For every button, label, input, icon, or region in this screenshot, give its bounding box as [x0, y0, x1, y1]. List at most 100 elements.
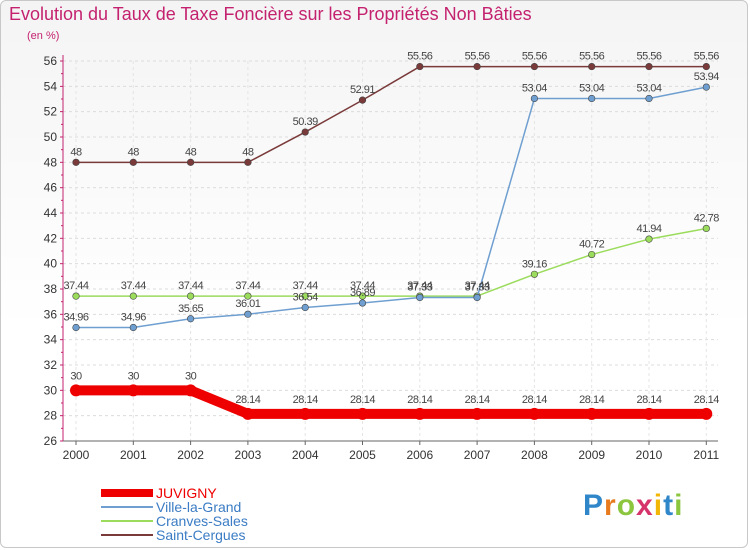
data-label: 50.39	[293, 116, 318, 128]
x-tick-label: 2006	[406, 448, 433, 462]
y-tick-label: 26	[44, 434, 58, 448]
data-point	[241, 407, 254, 420]
data-point	[129, 323, 137, 332]
data-label: 28.14	[293, 394, 318, 406]
data-label: 52.91	[350, 84, 375, 96]
data-point	[70, 384, 82, 397]
data-label: 37.44	[121, 280, 146, 292]
series-line-saint-cergues	[75, 65, 708, 164]
data-point	[645, 94, 653, 103]
legend: JUVIGNY Ville-la-Grand Cranves-Sales Sai…	[101, 486, 248, 542]
data-label: 30	[70, 370, 82, 382]
data-label: 55.56	[694, 51, 719, 63]
data-label: 53.04	[522, 82, 547, 94]
data-label: 37.44	[63, 280, 88, 292]
x-tick-label: 2003	[235, 448, 262, 462]
data-label: 28.14	[636, 394, 661, 406]
data-label: 36.01	[235, 298, 260, 310]
series-line-ville-la-grand	[75, 86, 708, 329]
legend-swatch-cranves-sales	[101, 520, 153, 522]
data-point	[530, 62, 539, 71]
data-point	[129, 292, 137, 300]
data-label: 28.14	[579, 394, 604, 406]
proxiti-logo: Proxiti	[583, 489, 683, 523]
data-point	[301, 292, 309, 300]
data-point	[187, 158, 195, 166]
data-point	[187, 315, 195, 323]
legend-label-juvigny: JUVIGNY	[156, 485, 217, 501]
x-tick-label: 2000	[63, 448, 90, 462]
logo-letter: t	[663, 489, 675, 522]
data-label: 28.14	[694, 394, 719, 406]
series-line-juvigny	[71, 385, 712, 419]
y-tick-label: 52	[44, 105, 58, 119]
data-point	[72, 158, 80, 166]
legend-item-cranves-sales: Cranves-Sales	[101, 514, 248, 528]
legend-swatch-ville-la-grand	[101, 506, 153, 508]
y-tick-label: 48	[44, 155, 58, 169]
data-point	[588, 250, 596, 259]
data-label: 30	[128, 370, 140, 382]
x-tick-label: 2002	[177, 448, 204, 462]
line-chart: 26 28 30 32 34 36 38 40 42 44 46 48 50 52 54 56 2000 2001…	[44, 51, 720, 462]
data-label: 36.54	[293, 291, 318, 303]
data-point	[358, 292, 367, 300]
data-point	[645, 235, 653, 243]
data-label: 39.16	[522, 258, 547, 270]
y-tick-label: 40	[44, 257, 58, 271]
data-point	[72, 292, 80, 300]
legend-label-ville-la-grand: Ville-la-Grand	[156, 499, 242, 515]
data-label: 41.94	[636, 223, 661, 235]
x-tick-label: 2004	[292, 448, 319, 462]
y-tick-label: 50	[44, 130, 58, 144]
data-label: 48	[242, 146, 254, 158]
data-point	[702, 83, 710, 91]
data-point	[129, 158, 137, 166]
x-tick-label: 2001	[120, 448, 147, 462]
y-tick-label: 56	[44, 54, 58, 68]
y-tick-label: 34	[44, 333, 58, 347]
data-point	[358, 299, 367, 307]
data-point	[244, 292, 252, 300]
chart-title: Evolution du Taux de Taxe Foncière sur l…	[9, 4, 532, 24]
data-point	[301, 128, 309, 136]
data-point	[471, 407, 484, 420]
y-tick-label: 44	[44, 206, 58, 220]
data-point	[528, 407, 541, 420]
series-line-cranves-sales	[75, 227, 708, 297]
data-label: 35.65	[178, 303, 203, 315]
data-point	[530, 270, 539, 278]
data-point	[588, 62, 596, 71]
data-label: 37.44	[178, 280, 203, 292]
y-tick-label: 28	[44, 409, 58, 423]
x-tick-label: 2011	[693, 448, 719, 462]
data-point	[358, 96, 367, 104]
data-label: 36.89	[350, 287, 375, 299]
data-point	[643, 407, 655, 420]
data-label: 48	[128, 146, 140, 158]
data-label: 37.33	[407, 281, 432, 293]
y-tick-label: 42	[44, 231, 58, 245]
data-label: 55.56	[579, 51, 604, 63]
y-tick-label: 38	[44, 282, 58, 296]
data-label: 34.96	[63, 312, 88, 324]
logo-letter: o	[616, 489, 637, 522]
data-label: 53.94	[694, 71, 719, 83]
data-label: 37.44	[293, 280, 318, 292]
data-label: 55.56	[522, 51, 547, 63]
data-label: 37.44	[350, 280, 375, 292]
x-tick-label: 2010	[636, 448, 663, 462]
data-point	[187, 292, 195, 300]
y-tick-label: 32	[44, 358, 58, 372]
logo-letter: i	[653, 489, 664, 522]
y-tick-label: 30	[44, 383, 58, 397]
legend-swatch-saint-cergues	[101, 534, 153, 536]
y-tick-label: 46	[44, 181, 58, 195]
data-point	[416, 62, 424, 71]
data-point	[702, 62, 710, 71]
data-point	[530, 94, 539, 103]
logo-letter: i	[674, 489, 684, 522]
data-label: 28.14	[350, 394, 375, 406]
y-axis-unit: (en %)	[27, 30, 60, 42]
